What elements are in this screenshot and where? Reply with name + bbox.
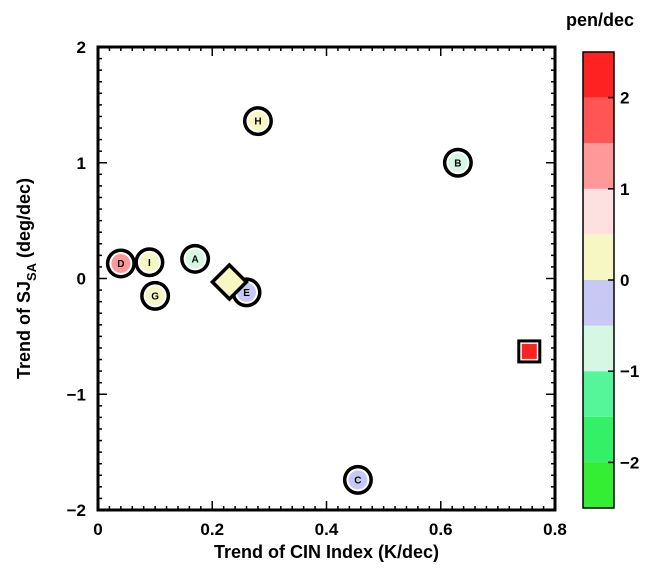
colorbar-segment — [583, 188, 614, 235]
colorbar: −2 −1 0 1 2 pen/dec — [566, 10, 639, 509]
point-label: G — [151, 291, 159, 302]
colorbar-tick-label: −2 — [620, 453, 639, 472]
colorbar-segment — [583, 371, 614, 417]
colorbar-title: pen/dec — [566, 10, 634, 30]
colorbar-segment — [583, 462, 614, 508]
colorbar-segment — [583, 234, 614, 280]
y-tick-label: 0 — [77, 270, 86, 289]
point-label: H — [254, 117, 261, 128]
y-axis-label-tail: (deg/dec) — [14, 178, 34, 263]
y-axis-label: Trend of SJSA (deg/dec) — [14, 178, 39, 379]
colorbar-segment — [583, 143, 614, 189]
y-tick-label: −2 — [67, 501, 86, 520]
axis-ticks — [97, 46, 556, 511]
colorbar-segment — [583, 97, 614, 144]
colorbar-segment — [583, 416, 614, 463]
colorbar-tick-label: 1 — [620, 180, 629, 199]
plot-frame — [96, 45, 557, 512]
point-C — [348, 470, 368, 490]
colorbar-segment — [583, 52, 614, 98]
colorbar-segment — [583, 280, 614, 326]
point-A — [185, 249, 205, 269]
colorbar-tick-label: 0 — [620, 271, 629, 290]
y-axis-label-main: Trend of SJ — [14, 281, 34, 379]
x-tick-label: 0 — [93, 520, 102, 539]
x-axis-label: Trend of CIN Index (K/dec) — [214, 542, 439, 562]
point-D — [111, 253, 131, 273]
y-tick-label: 2 — [77, 38, 86, 57]
point-square — [521, 343, 537, 359]
point-I — [139, 252, 159, 272]
colorbar-ticks: −2 −1 0 1 2 — [608, 89, 639, 472]
x-tick-label: 0.2 — [200, 520, 224, 539]
x-tick-labels: 0 0.2 0.4 0.6 0.8 — [93, 520, 567, 539]
point-label: I — [148, 258, 151, 269]
point-H — [248, 111, 268, 131]
point-G — [145, 286, 165, 306]
point-label: D — [117, 259, 124, 270]
y-tick-label: 1 — [77, 154, 86, 173]
colorbar-segment — [583, 325, 614, 372]
x-tick-label: 0.8 — [543, 520, 567, 539]
colorbar-tick-label: 2 — [620, 89, 629, 108]
point-diamond — [209, 262, 249, 302]
y-tick-labels: −2 −1 0 1 2 — [67, 38, 86, 520]
y-tick-label: −1 — [67, 385, 86, 404]
colorbar-segments — [583, 52, 614, 508]
point-label: E — [243, 288, 250, 299]
data-points: A B C D E G H I — [105, 106, 542, 495]
x-tick-label: 0.4 — [315, 520, 339, 539]
point-label: B — [454, 158, 461, 169]
point-B — [448, 153, 468, 173]
y-axis-label-subscript: SA — [24, 262, 39, 281]
colorbar-tick-label: −1 — [620, 362, 639, 381]
point-label: C — [354, 475, 361, 486]
point-label: A — [191, 254, 198, 265]
x-tick-label: 0.6 — [429, 520, 453, 539]
